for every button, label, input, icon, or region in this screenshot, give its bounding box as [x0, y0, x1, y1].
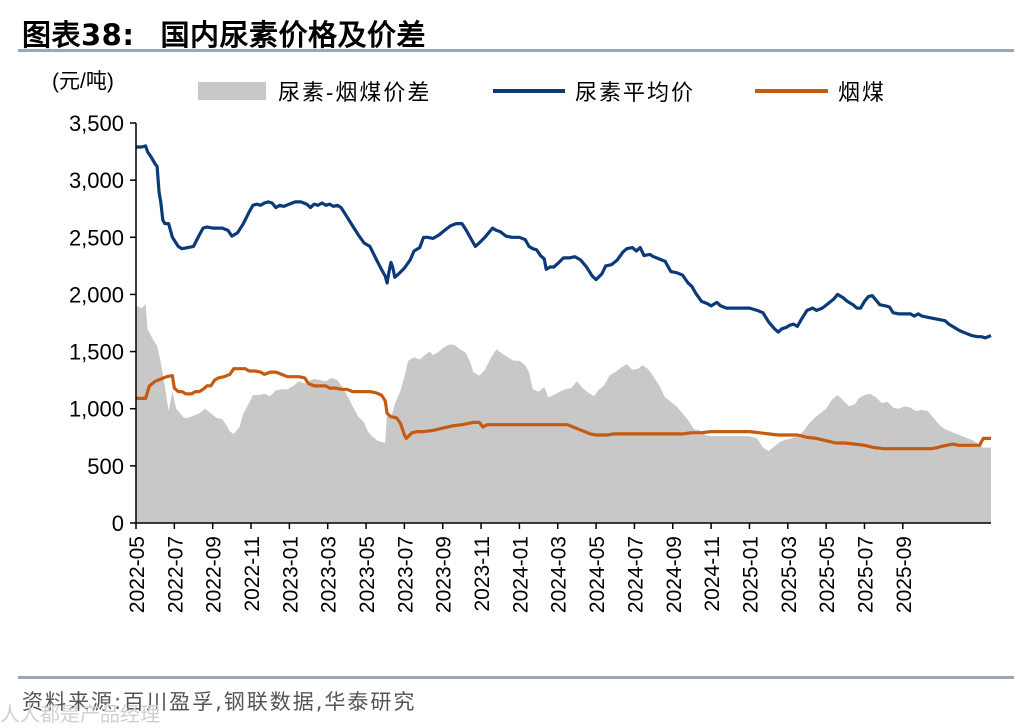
legend-label-spread: 尿素-烟煤价差 — [278, 80, 431, 105]
x-tick-label: 2024-01 — [509, 536, 532, 613]
source-divider — [18, 676, 1014, 679]
x-tick-label: 2023-05 — [356, 536, 379, 613]
source-note: 资料来源:百川盈孚,钢联数据,华泰研究 — [22, 690, 417, 714]
y-tick-label: 1,500 — [69, 340, 124, 365]
y-tick-label: 2,500 — [69, 225, 124, 250]
legend-swatch-spread — [198, 82, 266, 100]
x-tick-label: 2025-01 — [739, 536, 762, 613]
watermark: 人人都是产品经理 — [0, 702, 160, 726]
x-tick-label: 2024-03 — [548, 536, 571, 613]
x-tick-label: 2025-09 — [893, 536, 916, 613]
x-tick-label: 2025-07 — [854, 536, 877, 613]
spread-area — [136, 303, 991, 523]
x-tick-label: 2023-11 — [471, 536, 494, 612]
legend: 尿素-烟煤价差 尿素平均价 烟煤 — [198, 80, 886, 105]
plot-region — [136, 144, 992, 523]
y-tick-label: 3,500 — [69, 111, 124, 136]
chart-heading: 国内尿素价格及价差 — [160, 18, 426, 52]
x-tick-label: 2024-11 — [701, 536, 724, 612]
x-tick-label: 2023-07 — [394, 536, 417, 613]
chart-title: 图表38: 国内尿素价格及价差 — [22, 12, 426, 54]
x-tick-label: 2024-07 — [624, 536, 647, 613]
x-tick-label: 2024-09 — [663, 536, 686, 613]
chart-number: 图表38: — [22, 18, 135, 52]
x-tick-label: 2024-05 — [586, 536, 609, 613]
legend-label-urea: 尿素平均价 — [575, 80, 695, 105]
x-tick-label: 2023-09 — [433, 536, 456, 613]
y-tick-label: 1,000 — [69, 397, 124, 422]
coal-line — [136, 367, 991, 451]
x-tick-label: 2025-05 — [816, 536, 839, 613]
title-divider — [18, 49, 1014, 52]
x-tick-label: 2022-09 — [203, 536, 226, 613]
x-tick-label: 2023-01 — [279, 536, 302, 613]
x-tick-label: 2022-07 — [164, 536, 187, 613]
y-tick-label: 2,000 — [69, 282, 124, 307]
y-unit-label: (元/吨) — [52, 70, 114, 93]
urea-price-line — [136, 144, 992, 340]
x-tick-label: 2023-03 — [318, 536, 341, 613]
x-tick-label: 2022-11 — [241, 536, 264, 612]
x-tick-label: 2025-03 — [778, 536, 801, 613]
x-tick-label: 2022-05 — [126, 536, 149, 613]
legend-label-coal: 烟煤 — [838, 80, 886, 105]
y-tick-label: 3,000 — [69, 168, 124, 193]
y-tick-label: 500 — [87, 454, 124, 479]
axes: 0 500 1,000 1,500 2,000 2,500 3,000 3,500 (元/吨) 2… — [52, 70, 991, 613]
y-tick-label: 0 — [112, 511, 124, 536]
